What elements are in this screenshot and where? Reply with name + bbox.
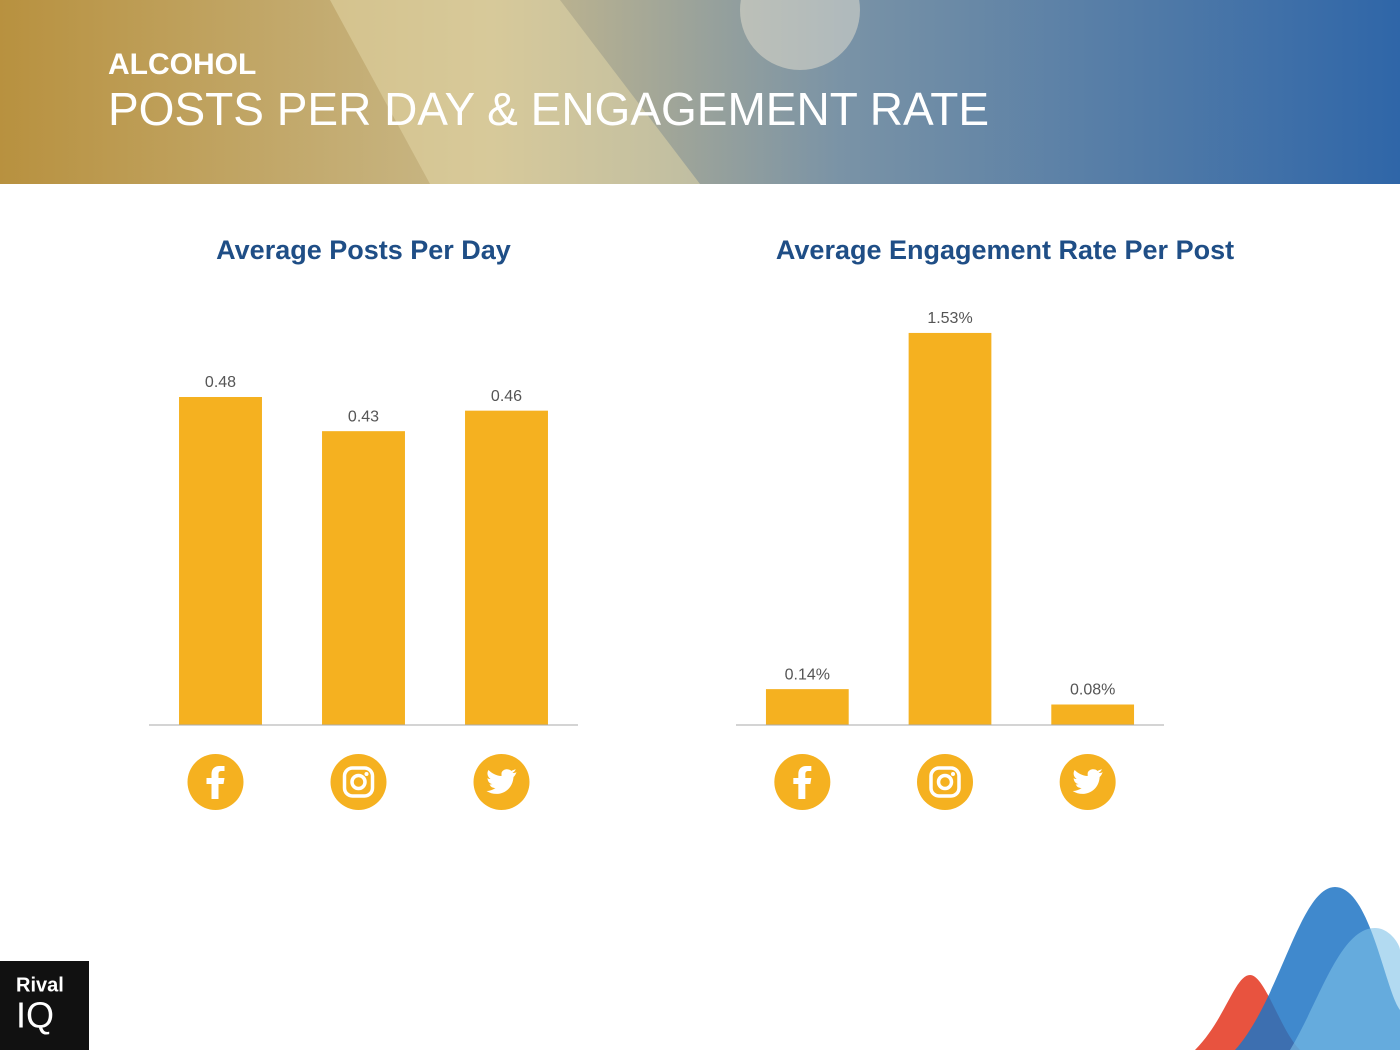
bar — [465, 410, 548, 725]
instagram-icon — [951, 772, 955, 776]
bar — [179, 397, 262, 725]
header-kicker: ALCOHOL — [108, 48, 256, 81]
bar — [765, 689, 849, 725]
chart-title: Average Engagement Rate Per Post — [776, 235, 1234, 265]
category-icon — [774, 754, 831, 810]
icon-circle — [917, 754, 973, 810]
category-icon — [187, 754, 244, 810]
icon-circle — [330, 754, 387, 810]
instagram-icon — [350, 773, 367, 791]
value-label: 0.14% — [785, 666, 830, 683]
logo: Rival IQ — [0, 961, 89, 1050]
instagram-icon — [936, 773, 954, 791]
header-decoration — [330, 0, 700, 184]
instagram-icon — [364, 772, 369, 776]
category-icon — [917, 754, 973, 810]
category-icon — [1059, 754, 1116, 810]
value-label: 0.48 — [205, 374, 236, 391]
chart-title: Average Posts Per Day — [216, 235, 511, 265]
category-icon — [330, 754, 387, 810]
bar — [322, 431, 405, 725]
value-label: 0.08% — [1070, 682, 1115, 699]
facebook-icon — [206, 766, 225, 799]
header-banner — [0, 0, 1400, 184]
value-label: 0.46 — [491, 388, 522, 405]
facebook-icon — [793, 766, 812, 799]
bar — [1051, 704, 1135, 725]
category-icon — [473, 754, 530, 810]
instagram-icon — [342, 766, 375, 798]
decoration-waves — [1195, 887, 1400, 1050]
header-title: POSTS PER DAY & ENGAGEMENT RATE — [108, 83, 989, 135]
value-label: 1.53% — [927, 310, 972, 327]
header-decoration — [740, 0, 860, 70]
instagram-icon — [929, 766, 961, 798]
twitter-icon — [486, 769, 517, 794]
logo-bottom: IQ — [16, 995, 54, 1036]
twitter-icon — [1072, 769, 1103, 794]
value-label: 0.43 — [348, 408, 379, 425]
bar — [908, 332, 992, 725]
logo-top: Rival — [16, 974, 64, 996]
